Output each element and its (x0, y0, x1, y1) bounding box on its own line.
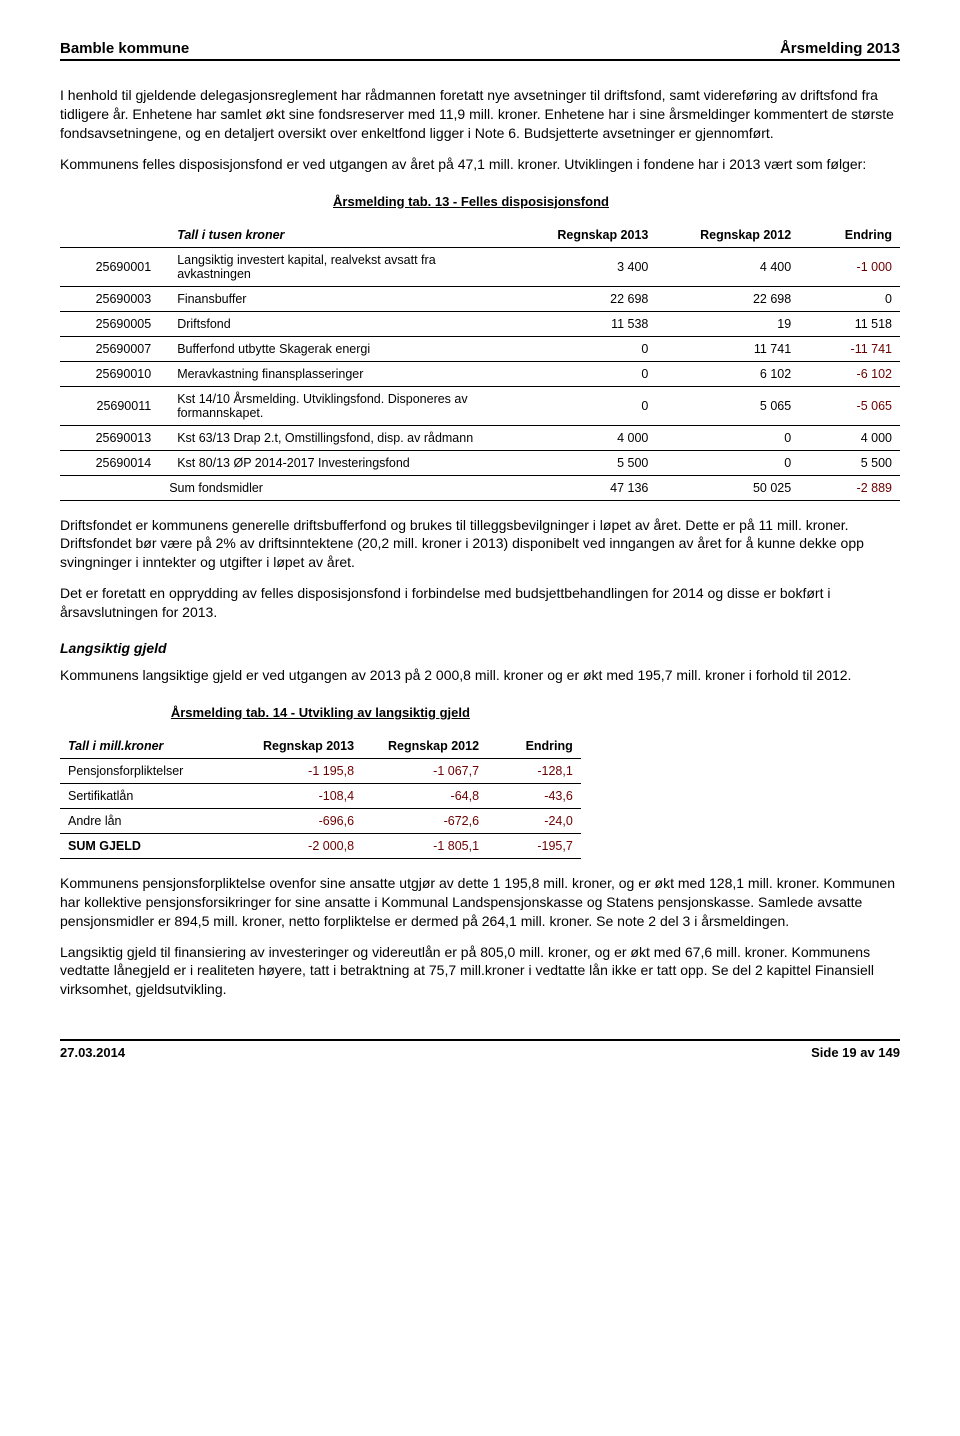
t13-r13: 5 500 (514, 450, 657, 475)
t13-code: 25690013 (60, 425, 169, 450)
t13-r13: 0 (514, 361, 657, 386)
t13-r12: 4 400 (656, 247, 799, 286)
table-row: Sertifikatlån-108,4-64,8-43,6 (60, 783, 581, 808)
t13-endr: -6 102 (799, 361, 900, 386)
t14-sum-label: SUM GJELD (60, 833, 237, 858)
t13-code: 25690011 (60, 386, 169, 425)
t14-r12: -1 067,7 (362, 758, 487, 783)
t14-r13: -1 195,8 (237, 758, 362, 783)
t13-label: Kst 63/13 Drap 2.t, Omstillingsfond, dis… (169, 425, 513, 450)
t13-code: 25690007 (60, 336, 169, 361)
t13-endr: 5 500 (799, 450, 900, 475)
t13-r12: 6 102 (656, 361, 799, 386)
table-row: 25690011Kst 14/10 Årsmelding. Utviklings… (60, 386, 900, 425)
t13-code: 25690014 (60, 450, 169, 475)
mid-para-1: Driftsfondet er kommunens generelle drif… (60, 516, 900, 573)
t13-code: 25690005 (60, 311, 169, 336)
table-14-title: Årsmelding tab. 14 - Utvikling av langsi… (171, 705, 470, 720)
table-row: 25690001Langsiktig investert kapital, re… (60, 247, 900, 286)
t13-r13: 22 698 (514, 286, 657, 311)
t13-col-endr: Endring (799, 223, 900, 248)
t14-endr: -128,1 (487, 758, 581, 783)
t13-label: Driftsfond (169, 311, 513, 336)
t14-r13: -696,6 (237, 808, 362, 833)
t13-r13: 0 (514, 386, 657, 425)
t13-r12: 22 698 (656, 286, 799, 311)
t13-r13: 3 400 (514, 247, 657, 286)
table-13-title: Årsmelding tab. 13 - Felles disposisjons… (333, 194, 609, 209)
table-14: Årsmelding tab. 14 - Utvikling av langsi… (60, 697, 581, 859)
t14-col-r13: Regnskap 2013 (237, 734, 362, 759)
t13-sum-r13: 47 136 (514, 475, 657, 500)
t13-r12: 0 (656, 450, 799, 475)
intro-para-2: Kommunens felles disposisjonsfond er ved… (60, 155, 900, 174)
t13-r12: 5 065 (656, 386, 799, 425)
t14-sum-r13: -2 000,8 (237, 833, 362, 858)
bottom-para-2: Langsiktig gjeld til finansiering av inv… (60, 943, 900, 1000)
t13-endr: -5 065 (799, 386, 900, 425)
table-row: 25690007Bufferfond utbytte Skagerak ener… (60, 336, 900, 361)
t14-label: Pensjonsforpliktelser (60, 758, 237, 783)
t13-label: Finansbuffer (169, 286, 513, 311)
t13-col-r12: Regnskap 2012 (656, 223, 799, 248)
mid-para-2: Det er foretatt en opprydding av felles … (60, 584, 900, 622)
intro-para-1: I henhold til gjeldende delegasjonsregle… (60, 86, 900, 143)
t14-label: Andre lån (60, 808, 237, 833)
t14-sum-r12: -1 805,1 (362, 833, 487, 858)
t13-endr: -1 000 (799, 247, 900, 286)
table-row: 25690010Meravkastning finansplasseringer… (60, 361, 900, 386)
t13-label: Langsiktig investert kapital, realvekst … (169, 247, 513, 286)
t14-col-endr: Endring (487, 734, 581, 759)
table-row: 25690014Kst 80/13 ØP 2014-2017 Investeri… (60, 450, 900, 475)
langsiktig-para: Kommunens langsiktige gjeld er ved utgan… (60, 666, 900, 685)
t13-r12: 0 (656, 425, 799, 450)
t13-r12: 19 (656, 311, 799, 336)
t14-r12: -64,8 (362, 783, 487, 808)
table-row: 25690003Finansbuffer22 69822 6980 (60, 286, 900, 311)
t14-r13: -108,4 (237, 783, 362, 808)
page-header: Bamble kommune Årsmelding 2013 (60, 40, 900, 61)
page-footer: 27.03.2014 Side 19 av 149 (60, 1039, 900, 1060)
header-left: Bamble kommune (60, 40, 189, 57)
t13-col-label: Tall i tusen kroner (177, 228, 284, 242)
table-row: 25690013Kst 63/13 Drap 2.t, Omstillingsf… (60, 425, 900, 450)
t13-code: 25690001 (60, 247, 169, 286)
t13-r13: 0 (514, 336, 657, 361)
bottom-para-1: Kommunens pensjonsforpliktelse ovenfor s… (60, 874, 900, 931)
t13-code: 25690003 (60, 286, 169, 311)
table-row: Pensjonsforpliktelser-1 195,8-1 067,7-12… (60, 758, 581, 783)
t13-label: Meravkastning finansplasseringer (169, 361, 513, 386)
t13-sum-r12: 50 025 (656, 475, 799, 500)
t13-label: Kst 80/13 ØP 2014-2017 Investeringsfond (169, 450, 513, 475)
t14-endr: -24,0 (487, 808, 581, 833)
t14-sum-endr: -195,7 (487, 833, 581, 858)
t13-label: Bufferfond utbytte Skagerak energi (169, 336, 513, 361)
t13-endr: -11 741 (799, 336, 900, 361)
t14-col-r12: Regnskap 2012 (362, 734, 487, 759)
t13-label: Kst 14/10 Årsmelding. Utviklingsfond. Di… (169, 386, 513, 425)
t13-endr: 0 (799, 286, 900, 311)
table-row: Andre lån-696,6-672,6-24,0 (60, 808, 581, 833)
t13-col-r13: Regnskap 2013 (514, 223, 657, 248)
t14-label: Sertifikatlån (60, 783, 237, 808)
t13-r12: 11 741 (656, 336, 799, 361)
footer-right: Side 19 av 149 (811, 1045, 900, 1060)
t13-endr: 4 000 (799, 425, 900, 450)
t13-r13: 4 000 (514, 425, 657, 450)
table-13: Årsmelding tab. 13 - Felles disposisjons… (60, 186, 900, 501)
t14-endr: -43,6 (487, 783, 581, 808)
table-row: 25690005Driftsfond11 5381911 518 (60, 311, 900, 336)
footer-left: 27.03.2014 (60, 1045, 125, 1060)
t14-col-label: Tall i mill.kroner (68, 739, 163, 753)
t13-r13: 11 538 (514, 311, 657, 336)
t13-sum-endr: -2 889 (799, 475, 900, 500)
header-right: Årsmelding 2013 (780, 40, 900, 57)
t13-endr: 11 518 (799, 311, 900, 336)
t14-r12: -672,6 (362, 808, 487, 833)
langsiktig-heading: Langsiktig gjeld (60, 640, 900, 656)
t13-code: 25690010 (60, 361, 169, 386)
t13-sum-label: Sum fondsmidler (169, 475, 513, 500)
